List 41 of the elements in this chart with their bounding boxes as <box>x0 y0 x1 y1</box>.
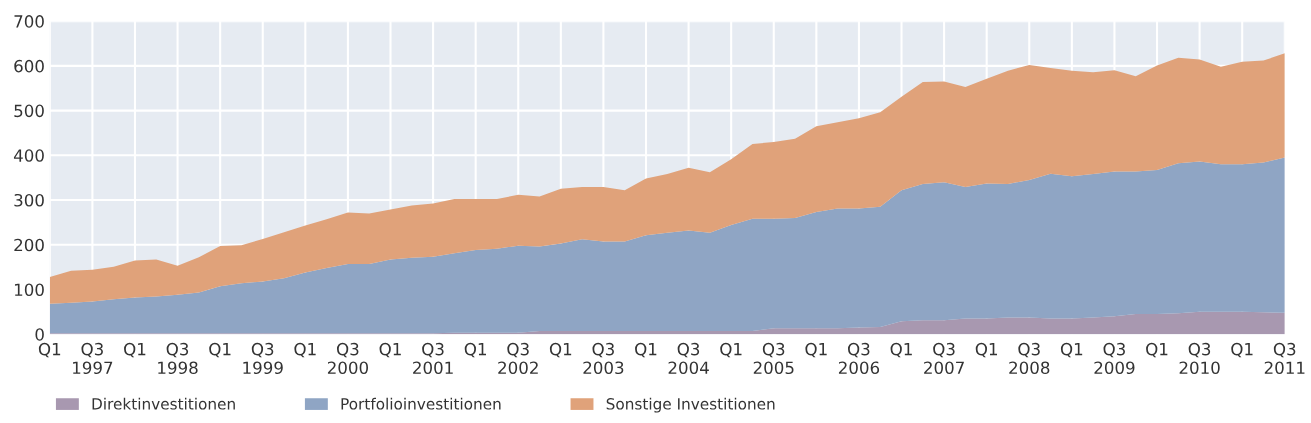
y-tick-label: 700 <box>14 15 44 28</box>
x-tick-label: Q1 <box>805 342 827 358</box>
x-tick-label: Q1 <box>464 342 486 358</box>
x-tick-label: Q3 1997 <box>73 342 113 375</box>
x-tick-label: Q1 <box>890 342 912 358</box>
x-tick-label: Q3 2000 <box>327 342 369 375</box>
x-tick-label: Q3 2005 <box>753 342 794 375</box>
x-tick-label: Q3 2010 <box>1179 342 1220 375</box>
x-tick-label: Q1 <box>975 342 998 358</box>
x-tick-label: Q3 2001 <box>413 342 453 375</box>
x-tick-label: Q1 <box>720 342 742 358</box>
x-tick-label: Q3 2003 <box>583 342 624 375</box>
x-tick-label: Q3 2011 <box>1264 342 1305 375</box>
x-tick-label: Q3 2006 <box>838 342 880 375</box>
x-tick-label: Q1 <box>294 342 316 358</box>
x-tick-label: Q1 <box>209 342 231 358</box>
y-tick-label: 300 <box>14 193 44 207</box>
x-tick-label: Q1 <box>124 342 146 358</box>
x-tick-label: Q1 <box>379 342 401 358</box>
x-tick-label: Q1 <box>38 342 61 358</box>
x-tick-label: Q3 2008 <box>1009 342 1050 375</box>
y-tick-label: 400 <box>13 149 44 162</box>
x-tick-label: Q1 <box>1231 342 1253 358</box>
x-tick-label: Q3 2007 <box>924 342 964 375</box>
x-tick-label: Q1 <box>549 342 572 358</box>
x-tick-label: Q3 1999 <box>243 342 283 375</box>
y-tick-label: 500 <box>14 104 44 118</box>
x-tick-label: Q1 <box>1146 342 1168 358</box>
y-tick-label: 600 <box>14 59 44 73</box>
x-tick-label: Q3 2002 <box>498 342 538 375</box>
legend-label: Sonstige Investitionen <box>606 397 775 413</box>
y-tick-label: 0 <box>35 328 44 341</box>
y-tick-label: 200 <box>14 238 44 252</box>
y-tick-label: 100 <box>14 283 44 297</box>
x-tick-label: Q3 2004 <box>668 342 709 375</box>
x-tick-label: Q3 1998 <box>158 342 198 375</box>
x-tick-label: Q1 <box>635 342 657 358</box>
legend-label: Portfolioinvestitionen <box>341 397 501 410</box>
x-tick-label: Q1 <box>1060 342 1083 358</box>
legend-label: Direktinvestitionen <box>92 397 235 410</box>
x-tick-label: Q3 2009 <box>1094 342 1135 375</box>
